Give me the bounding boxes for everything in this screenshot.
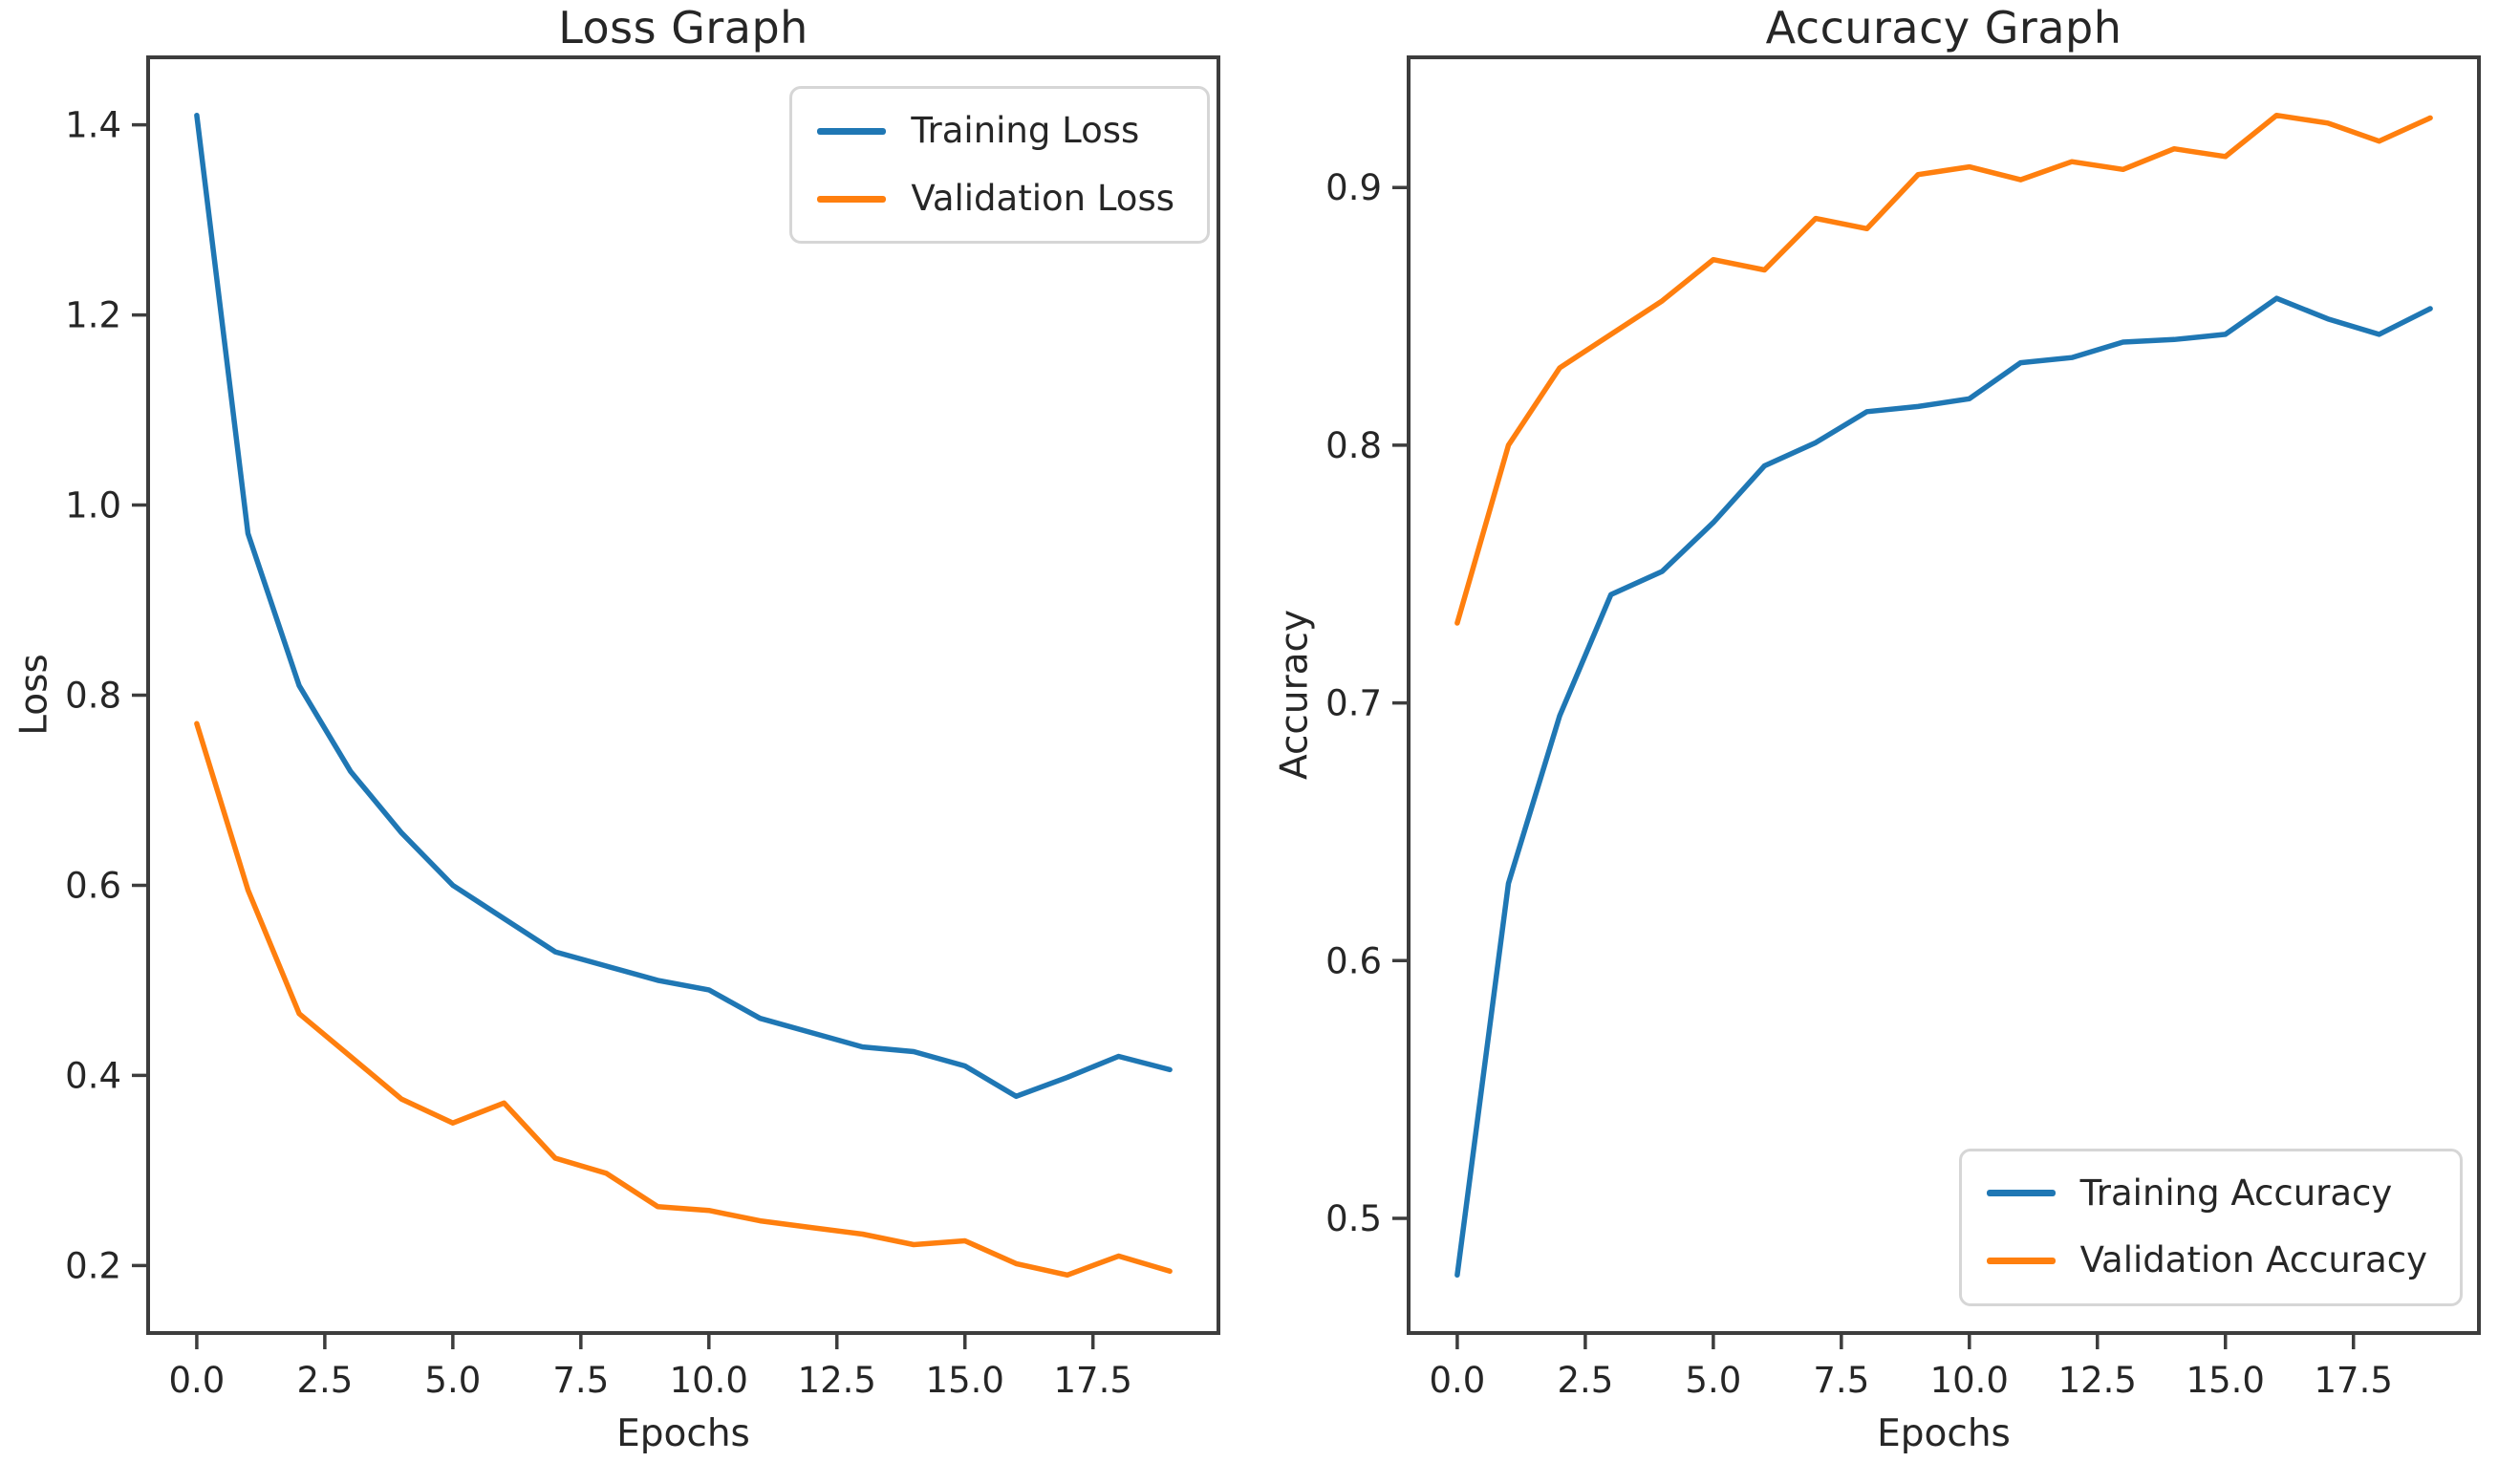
y-tick-label: 0.4 <box>65 1055 121 1096</box>
y-tick-label: 0.6 <box>1325 940 1382 981</box>
x-tick-label: 10.0 <box>670 1360 748 1401</box>
training-accuracy-line <box>1454 295 2433 1279</box>
validation-loss-line-swatch <box>817 195 887 203</box>
y-tick-label: 0.6 <box>65 865 121 906</box>
legend-label: Validation Accuracy <box>2079 1239 2427 1281</box>
y-tick-label: 0.7 <box>1325 683 1382 724</box>
accuracy-chart: Accuracy Graph Accuracy 0.0 2.5 5.0 7.5 10.0… <box>1260 0 2520 1484</box>
x-tick-label: 2.5 <box>1557 1360 1613 1401</box>
loss-x-axis-label: Epochs <box>616 1412 750 1455</box>
x-tick-label: 12.5 <box>2058 1360 2137 1401</box>
y-tick-label: 0.8 <box>65 676 121 717</box>
x-tick-label: 15.0 <box>926 1360 1004 1401</box>
x-tick-label: 7.5 <box>552 1360 609 1401</box>
legend-item-validation-loss: Validation Loss <box>817 177 1174 219</box>
y-tick-label: 0.5 <box>1325 1198 1382 1239</box>
y-tick-label: 1.4 <box>65 105 121 146</box>
x-tick-label: 12.5 <box>798 1360 876 1401</box>
legend-label: Training Loss <box>911 110 1140 151</box>
legend-label: Validation Loss <box>911 177 1174 219</box>
validation-accuracy-line <box>1454 112 2433 626</box>
x-tick-label: 5.0 <box>1685 1360 1741 1401</box>
x-tick-label: 17.5 <box>1054 1360 1132 1401</box>
loss-legend: Training Loss Validation Loss <box>789 86 1210 245</box>
x-tick-label: 10.0 <box>1930 1360 2009 1401</box>
y-tick-label: 0.2 <box>65 1245 121 1286</box>
accuracy-x-axis-label: Epochs <box>1877 1412 2011 1455</box>
loss-chart-title: Loss Graph <box>558 2 808 54</box>
axes-frame <box>1407 55 2481 1335</box>
accuracy-plot-area: 0.0 2.5 5.0 7.5 10.0 12.5 15.0 17.5 0.5 0.6 0.7 0.8… <box>1325 55 2481 1401</box>
training-accuracy-line-swatch <box>1986 1190 2056 1197</box>
training-loss-line <box>194 112 1173 1100</box>
x-tick-label: 2.5 <box>296 1360 353 1401</box>
accuracy-chart-title: Accuracy Graph <box>1765 2 2122 54</box>
accuracy-legend: Training Accuracy Validation Accuracy <box>1958 1148 2463 1306</box>
validation-loss-line <box>194 720 1173 1279</box>
x-tick-label: 17.5 <box>2315 1360 2393 1401</box>
legend-label: Training Accuracy <box>2079 1172 2393 1214</box>
x-tick-label: 15.0 <box>2186 1360 2265 1401</box>
y-tick-label: 0.8 <box>1325 425 1382 466</box>
x-tick-label: 0.0 <box>168 1360 225 1401</box>
y-tick-label: 1.0 <box>65 485 121 527</box>
x-tick-label: 5.0 <box>424 1360 481 1401</box>
legend-item-validation-accuracy: Validation Accuracy <box>1986 1239 2427 1281</box>
loss-chart: Loss Graph Loss 0.0 2.5 5.0 7.5 10.0 12.5 15.0… <box>13 2 1220 1455</box>
y-tick-label: 0.9 <box>1325 167 1382 208</box>
legend-item-training-loss: Training Loss <box>817 110 1174 151</box>
x-tick-label: 7.5 <box>1813 1360 1869 1401</box>
loss-plot-area: 0.0 2.5 5.0 7.5 10.0 12.5 15.0 17.5 0.2 0.4 0.6 0.8… <box>65 55 1220 1401</box>
training-loss-line-swatch <box>817 127 887 135</box>
validation-accuracy-line-swatch <box>1986 1258 2056 1265</box>
legend-item-training-accuracy: Training Accuracy <box>1986 1172 2427 1214</box>
y-tick-label: 1.2 <box>65 295 121 336</box>
axes-frame <box>146 55 1220 1335</box>
x-tick-label: 0.0 <box>1429 1360 1485 1401</box>
